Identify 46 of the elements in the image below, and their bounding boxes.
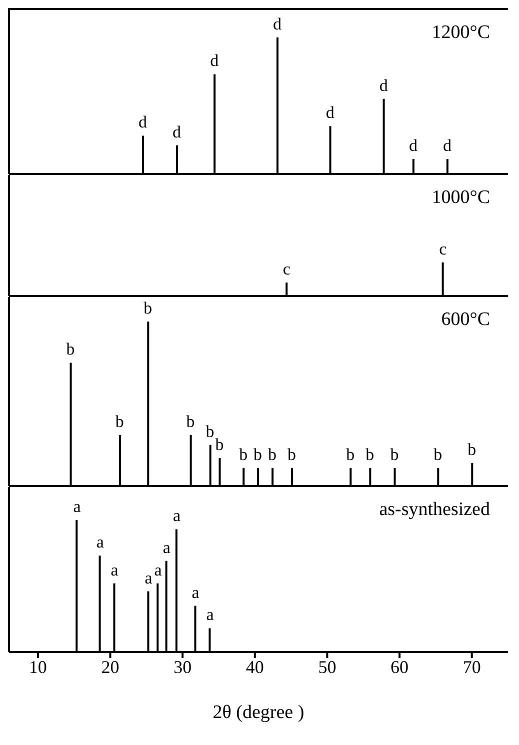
chart-title: 600°C [441, 309, 490, 331]
annotation: d [273, 14, 282, 34]
annotation: b [66, 340, 75, 359]
annotation: d [326, 103, 335, 122]
annotation: b [206, 422, 214, 441]
annotation: d [443, 136, 452, 155]
x-tick-label: 30 [174, 656, 192, 677]
chart-title: 1000°C [432, 187, 490, 209]
annotation: a [206, 605, 214, 624]
annotation: d [409, 136, 418, 155]
annotation: a [96, 532, 104, 552]
x-tick-label: 50 [318, 656, 336, 677]
annotation: a [73, 497, 82, 516]
annotation: a [192, 582, 200, 602]
x-tick-label: 70 [462, 656, 481, 677]
annotation: d [172, 122, 182, 142]
annotation: b [215, 435, 224, 454]
chart-title: 1200°C [432, 22, 490, 44]
annotation: b [468, 440, 476, 459]
annotation: b [115, 412, 124, 432]
annotation: a [173, 506, 182, 526]
annotation: c [282, 260, 291, 279]
annotation: d [138, 112, 148, 132]
annotation: b [144, 298, 152, 318]
x-tick-label: 20 [101, 656, 120, 677]
annotation: b [254, 444, 262, 464]
x-tick-label: 10 [28, 656, 47, 677]
annotation: c [439, 239, 448, 258]
x-axis-title: 2θ (degree ) [212, 702, 304, 723]
annotation: b [346, 444, 355, 464]
chart-title: as-synthesized [379, 499, 490, 521]
annotation: b [186, 412, 195, 432]
annotation: b [366, 444, 374, 464]
x-tick-label: 60 [390, 656, 409, 677]
annotation: a [144, 568, 153, 588]
annotation: b [288, 444, 296, 464]
annotation: a [162, 538, 171, 557]
annotation: b [434, 444, 442, 464]
annotation: d [379, 76, 388, 95]
annotation: b [268, 444, 276, 464]
annotation: a [154, 560, 162, 580]
annotation: b [239, 444, 248, 464]
x-tick-label: 40 [246, 656, 264, 677]
annotation: d [210, 51, 220, 70]
annotation: b [390, 444, 399, 464]
annotation: a [110, 560, 119, 580]
